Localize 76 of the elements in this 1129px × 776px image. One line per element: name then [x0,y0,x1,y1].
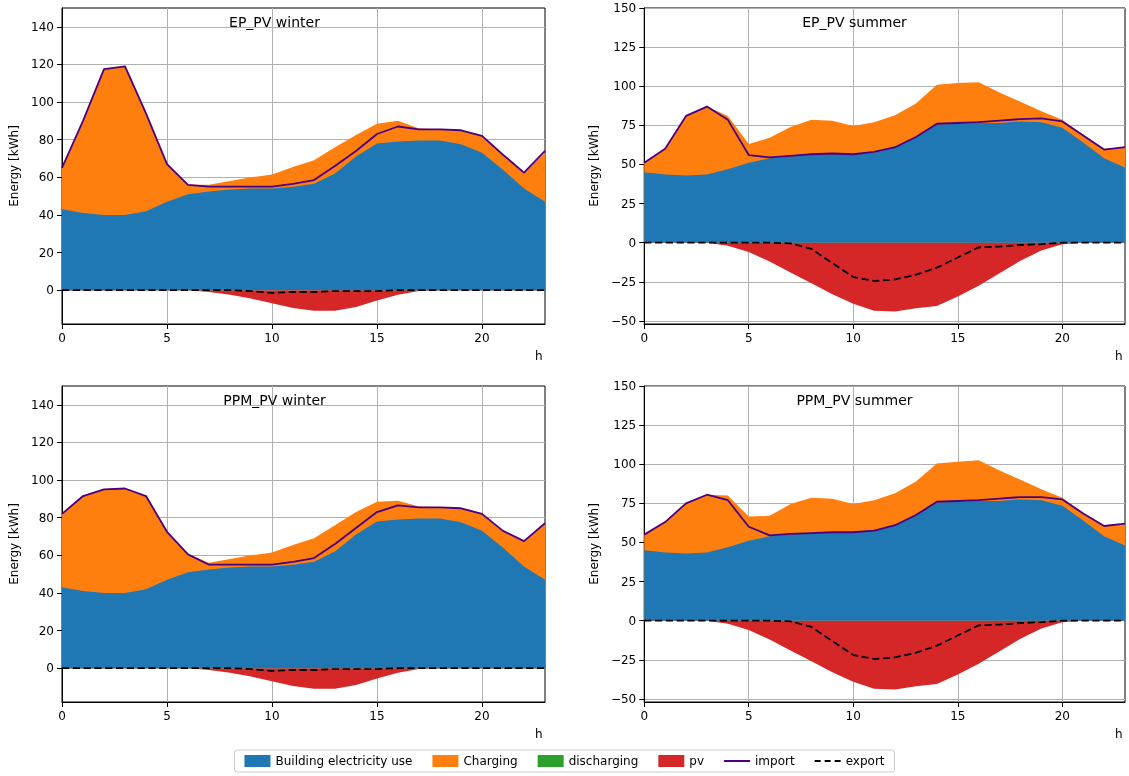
y-tick-label: 140 [31,19,54,34]
y-tick-label: 120 [31,57,54,72]
y-tick-label: 20 [38,245,54,260]
line-series [61,65,546,188]
x-tick-label: 15 [369,709,385,723]
y-tick-label: 100 [31,95,54,110]
x-tick-label: 0 [58,709,66,723]
y-tick-label: 100 [31,473,54,488]
x-tick-label: 20 [1054,331,1070,345]
x-tick-label: 15 [950,709,966,723]
x-tick-label: 10 [264,331,280,345]
x-tick-label: 20 [474,709,490,723]
x-tick-label: 0 [58,331,66,345]
y-tick-label: 50 [620,157,637,172]
chart-title: EP_PV summer [802,14,908,30]
y-tick-label: 120 [31,435,54,450]
y-axis-title: Energy [kWh] [587,125,601,207]
y-tick-label: 0 [46,283,54,298]
x-tick-label: 20 [474,331,490,345]
x-axis-title: h [1115,349,1123,363]
x-tick-label: 0 [640,331,649,345]
x-tick-label: 10 [845,331,861,345]
y-tick-label: 40 [38,585,54,600]
y-tick-label: 125 [613,418,637,433]
y-tick-label: 0 [46,661,54,676]
legend-label: pv [689,754,705,768]
y-tick-label: 0 [628,235,637,250]
y-tick-label: 50 [620,535,637,550]
y-tick-label: 25 [620,574,637,589]
x-tick-label: 10 [264,709,280,723]
x-tick-label: 10 [845,709,861,723]
y-tick-label: 100 [613,457,637,472]
legend-label: Charging [463,754,518,768]
x-axis-title: h [535,727,543,741]
x-tick-label: 5 [744,331,753,345]
y-tick-label: 75 [620,118,637,133]
x-tick-label: 5 [744,709,753,723]
line-series [643,105,1126,164]
y-tick-label: 125 [613,40,637,55]
x-tick-label: 15 [369,331,385,345]
line-series [643,493,1126,537]
x-tick-label: 15 [950,331,966,345]
y-axis-title: Energy [kWh] [587,503,601,585]
y-tick-label: 40 [38,207,54,222]
y-axis-title: Energy [kWh] [7,125,22,207]
y-tick-label: 100 [613,79,637,94]
legend-label: import [755,754,795,768]
x-tick-label: 0 [640,709,649,723]
x-tick-label: 5 [163,331,171,345]
y-tick-label: −50 [610,691,637,706]
y-tick-label: −50 [610,313,637,328]
chart-title: EP_PV winter [229,14,321,30]
y-tick-label: 75 [620,496,637,511]
x-axis-title: h [535,349,543,363]
legend-label: Building electricity use [275,754,413,768]
y-tick-label: 20 [38,623,54,638]
y-tick-label: 0 [628,613,637,628]
legend-label: export [845,754,885,768]
x-tick-label: 20 [1054,709,1070,723]
y-axis-title: Energy [kWh] [7,503,22,585]
x-tick-label: 5 [163,709,171,723]
y-tick-label: 150 [613,379,637,393]
y-tick-label: 25 [620,196,637,211]
legend-label: discharging [568,754,639,768]
y-tick-label: 150 [613,1,637,15]
x-axis-title: h [1115,727,1123,741]
chart-title: PPM_PV winter [223,392,326,408]
y-tick-label: 80 [38,510,54,525]
y-tick-label: −25 [610,274,637,289]
y-tick-label: 140 [31,397,54,412]
y-tick-label: −25 [610,652,637,667]
y-tick-label: 80 [38,132,54,147]
line-series [61,487,546,566]
chart-title: PPM_PV summer [796,392,913,408]
y-tick-label: 60 [38,548,54,563]
y-tick-label: 60 [38,170,54,185]
